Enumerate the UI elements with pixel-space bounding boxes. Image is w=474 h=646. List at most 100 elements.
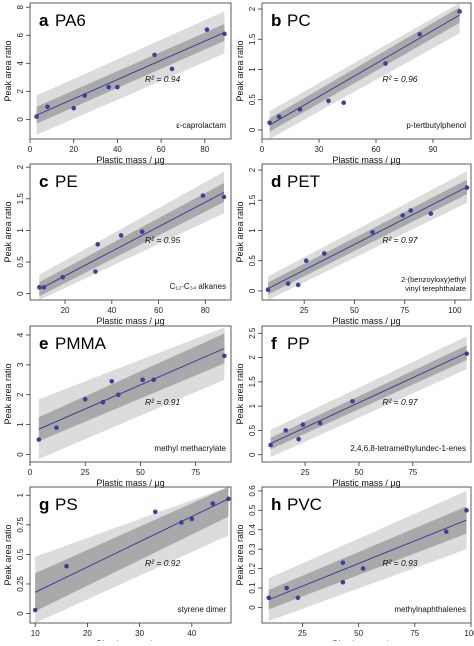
y-tick-label: 0.5 — [16, 548, 25, 560]
data-point — [285, 281, 291, 286]
r2-label: R² = 0.91 — [145, 397, 180, 407]
r2-label: R² = 0.97 — [382, 397, 417, 407]
data-point — [179, 520, 184, 525]
y-tick-label: 0.1 — [248, 582, 257, 594]
band-group — [267, 171, 468, 300]
data-point — [169, 66, 175, 72]
y-axis-label: Peak area ratio — [3, 201, 13, 262]
y-tick-label: 0 — [16, 117, 25, 122]
data-point — [276, 114, 282, 119]
y-tick-label: 1 — [16, 493, 25, 498]
y-axis-label: Peak area ratio — [235, 524, 245, 585]
data-point — [443, 529, 449, 534]
panel-title: PA6 — [55, 11, 86, 30]
r2-label: R² = 0.92 — [145, 558, 180, 568]
y-tick-label: 0.4 — [248, 524, 257, 536]
x-tick-label: 100 — [448, 306, 462, 315]
panel-title: PC — [287, 11, 311, 30]
x-tick-label: 50 — [354, 629, 363, 638]
data-point — [200, 193, 206, 198]
plot-frame — [261, 2, 472, 140]
y-axis-label: Peak area ratio — [3, 363, 13, 424]
data-point — [95, 242, 101, 247]
x-tick-label: 50 — [355, 468, 364, 477]
x-tick-label: 40 — [187, 629, 196, 638]
data-point — [189, 516, 195, 522]
panel-letter: d — [271, 172, 281, 191]
x-tick-label: 100 — [464, 629, 474, 638]
r2-label: R² = 0.97 — [382, 235, 417, 245]
y-tick-label: 6 — [16, 32, 25, 37]
y-tick-label: 0.5 — [248, 504, 257, 516]
x-tick-label: 60 — [157, 145, 166, 154]
data-point — [106, 84, 111, 90]
y-tick-label: 2 — [16, 89, 25, 94]
data-point — [464, 351, 469, 356]
data-point — [64, 563, 69, 569]
data-point — [464, 185, 470, 190]
data-point — [151, 377, 156, 383]
panel-c: 20 40 60 80 0 0.5 1 1.5 2 Plastic mass / µg Peak a… — [3, 163, 232, 326]
panel-title: PVC — [287, 495, 322, 514]
compound-label: methyl methacrylate — [154, 444, 226, 453]
data-point — [267, 120, 272, 125]
data-point — [464, 508, 469, 513]
data-point — [109, 378, 115, 384]
band-group — [268, 490, 467, 622]
data-point — [152, 52, 157, 58]
data-point — [140, 377, 145, 383]
regression-line — [38, 347, 225, 430]
data-point — [341, 100, 347, 106]
data-point — [297, 107, 303, 112]
panel-letter: f — [271, 334, 277, 353]
compound-label: methylnaphthalenes — [394, 605, 466, 614]
regression-line — [39, 192, 225, 290]
y-tick-label: 1 — [16, 422, 25, 427]
panel-letter: e — [39, 334, 48, 353]
panel-e: 0 25 50 75 0 1 2 3 4 Plastic mass / µg Peak area r… — [3, 325, 232, 488]
regression-line — [270, 352, 467, 444]
band-group — [269, 3, 460, 139]
y-axis-label: Peak area ratio — [235, 201, 245, 262]
y-axis-label: Peak area ratio — [3, 40, 13, 101]
data-point — [284, 585, 290, 591]
x-tick-label: 50 — [136, 468, 145, 477]
x-tick-label: 0 — [28, 468, 33, 477]
y-tick-label: 2.5 — [248, 327, 257, 339]
data-point — [340, 560, 346, 566]
data-point — [210, 501, 216, 506]
y-tick-label: 0 — [16, 611, 25, 616]
y-axis-label: Peak area ratio — [235, 363, 245, 424]
y-tick-label: 2 — [16, 164, 25, 169]
data-point — [37, 285, 42, 290]
compound-label: 2-(benzoyloxy)ethyl — [401, 275, 466, 284]
data-point — [295, 595, 301, 601]
compound-label: ε-caprolactam — [176, 121, 226, 130]
y-tick-label: 8 — [16, 4, 25, 9]
confidence-band — [270, 345, 467, 450]
panel-title: PMMA — [55, 334, 107, 353]
data-point — [317, 420, 323, 426]
r2-label: R² = 0.93 — [382, 558, 417, 568]
x-axis-label: Plastic mass / µg — [96, 316, 164, 326]
data-point — [370, 230, 375, 235]
data-point — [54, 425, 59, 430]
data-point — [60, 274, 66, 280]
x-tick-label: 30 — [135, 629, 144, 638]
data-point — [457, 9, 462, 14]
data-point — [34, 114, 39, 119]
x-tick-label: 25 — [81, 468, 90, 477]
x-tick-label: 25 — [298, 629, 307, 638]
regression-line — [269, 14, 460, 126]
confidence-band — [39, 183, 224, 297]
data-point — [400, 213, 405, 218]
y-axis-label: Peak area ratio — [3, 524, 13, 585]
y-tick-label: 1 — [248, 228, 257, 233]
confidence-band — [38, 333, 225, 442]
y-tick-label: 0.5 — [248, 424, 257, 436]
plot-frame — [29, 486, 232, 624]
x-tick-label: 20 — [83, 629, 92, 638]
plot-frame — [261, 486, 472, 624]
x-tick-label: 25 — [300, 306, 309, 315]
